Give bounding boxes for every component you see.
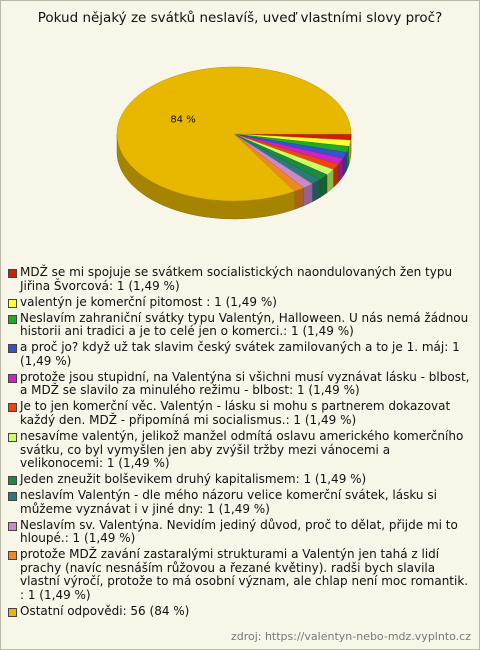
slice-top bbox=[116, 66, 352, 202]
legend-swatch bbox=[8, 492, 17, 502]
legend-item: valentýn je komerční pitomost : 1 (1,49 … bbox=[8, 294, 474, 310]
legend-label: a proč jo? když už tak slavim český svát… bbox=[20, 340, 460, 368]
legend-swatch bbox=[8, 476, 17, 486]
legend-label: Neslavím zahraniční svátky typu Valentýn… bbox=[20, 310, 469, 339]
legend-item: nesavíme valentýn, jelikož manžel odmítá… bbox=[8, 429, 474, 471]
legend-item: Jeden zneužit bolševikem druhý kapitalis… bbox=[8, 473, 474, 487]
slice bbox=[233, 133, 339, 189]
slice bbox=[233, 133, 305, 210]
legend: MDŽ se mi spojuje se svátkem socialistic… bbox=[8, 265, 474, 621]
legend-swatch bbox=[8, 608, 17, 618]
slice bbox=[116, 66, 352, 220]
legend-swatch bbox=[8, 521, 17, 531]
source: zdroj: https://valentyn-nebo-mdz.vyplnto… bbox=[230, 630, 471, 643]
legend-label: Ostatní odpovědi: 56 (84 %) bbox=[20, 604, 190, 619]
legend-swatch bbox=[8, 298, 17, 308]
legend-item: Neslavím zahraniční svátky typu Valentýn… bbox=[8, 310, 474, 339]
legend-swatch bbox=[8, 314, 17, 324]
data-label: 84 % bbox=[170, 115, 195, 126]
legend-swatch bbox=[8, 403, 17, 413]
legend-item: MDŽ se mi spojuje se svátkem socialistic… bbox=[8, 265, 474, 293]
legend-swatch bbox=[8, 269, 17, 278]
legend-item: a proč jo? když už tak slavim český svát… bbox=[8, 341, 474, 368]
legend-label: neslavím Valentýn - dle mého názoru veli… bbox=[20, 488, 437, 516]
legend-item: Neslavím sv. Valentýna. Nevidím jediný d… bbox=[8, 517, 474, 546]
legend-label: protože MDŽ zavání zastaralými struktura… bbox=[20, 547, 469, 602]
legend-label: Neslavím sv. Valentýna. Nevidím jediný d… bbox=[20, 517, 458, 546]
legend-label: valentýn je komerční pitomost : 1 (1,49 … bbox=[20, 294, 277, 309]
legend-item: protože jsou stupidní, na Valentýna si v… bbox=[8, 369, 474, 398]
legend-swatch bbox=[8, 551, 17, 561]
legend-swatch bbox=[8, 344, 17, 354]
legend-swatch bbox=[8, 433, 17, 443]
legend-label: protože jsou stupidní, na Valentýna si v… bbox=[20, 369, 470, 398]
chart: 84 % bbox=[116, 66, 352, 220]
legend-swatch bbox=[8, 373, 17, 383]
legend-item: Je to jen komerční věc. Valentýn - lásku… bbox=[8, 400, 474, 427]
legend-item: protože MDŽ zavání zastaralými struktura… bbox=[8, 548, 474, 602]
legend-label: Jeden zneužit bolševikem druhý kapitalis… bbox=[20, 472, 367, 487]
legend-label: nesavíme valentýn, jelikož manžel odmítá… bbox=[20, 429, 464, 471]
chart-title: Pokud nějaký ze svátků neslavíš, uveď vl… bbox=[37, 10, 443, 26]
legend-label: Je to jen komerční věc. Valentýn - lásku… bbox=[20, 399, 451, 427]
legend-label: MDŽ se mi spojuje se svátkem socialistic… bbox=[20, 265, 453, 293]
legend-item: neslavím Valentýn - dle mého názoru veli… bbox=[8, 489, 474, 516]
legend-item: Ostatní odpovědi: 56 (84 %) bbox=[8, 605, 474, 619]
